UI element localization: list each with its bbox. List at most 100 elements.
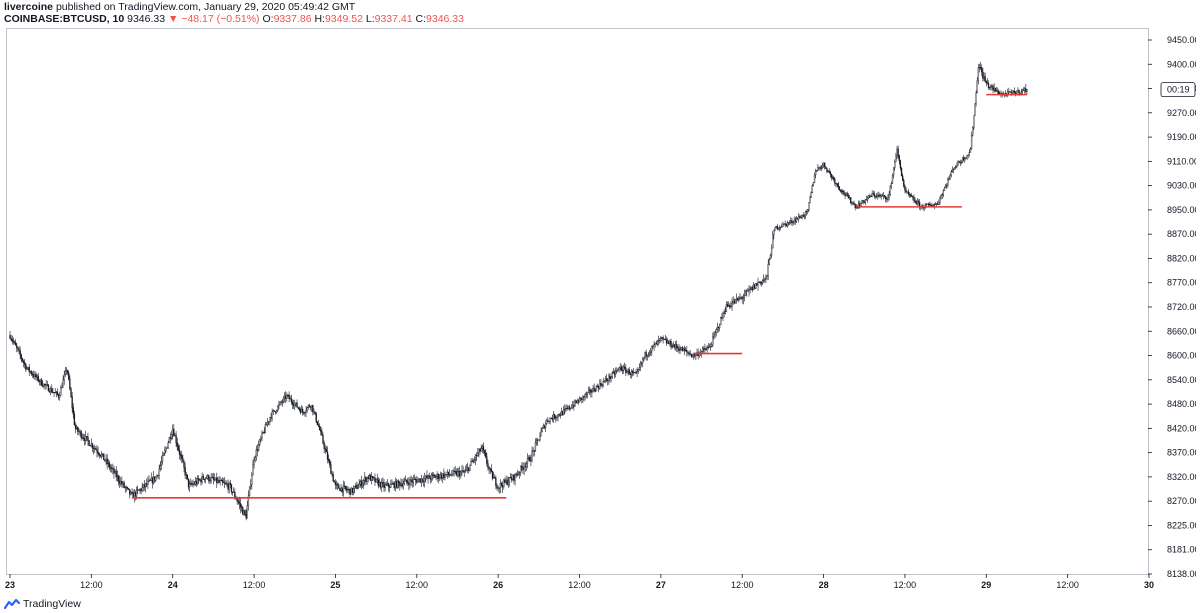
candle [526, 453, 529, 469]
candle [615, 367, 617, 378]
price-chart[interactable]: 8138.00 8181.00 8225.00 8270.00 8320.00 8370.… [4, 28, 1196, 593]
candle [139, 487, 141, 494]
candle [177, 443, 180, 452]
candle [134, 490, 137, 501]
candle [702, 346, 704, 353]
candle [705, 346, 707, 351]
candle [297, 406, 299, 410]
candle [97, 446, 99, 457]
candle [765, 274, 767, 284]
candle [355, 482, 357, 489]
candle [749, 285, 751, 294]
candle [579, 397, 582, 402]
candle [548, 421, 550, 425]
tradingview-brand[interactable]: TradingView [23, 598, 81, 610]
author-name[interactable]: livercoine [4, 1, 54, 13]
candle [1007, 88, 1009, 98]
candle [442, 473, 444, 483]
candle [503, 478, 505, 490]
candle [738, 296, 740, 303]
candle [220, 478, 222, 482]
candle [488, 465, 490, 474]
candle [654, 342, 656, 348]
candle [735, 293, 738, 304]
candle [746, 289, 748, 297]
candle [260, 435, 262, 443]
candle [630, 369, 633, 379]
price-countdown-badge [1160, 82, 1196, 98]
y-tick-label: 8720.00 [1167, 302, 1196, 312]
candle [418, 478, 420, 483]
candle [877, 192, 879, 200]
tradingview-logo-icon[interactable] [4, 598, 20, 610]
candle [468, 466, 470, 474]
candle [976, 77, 978, 94]
candle [943, 186, 946, 192]
candle [863, 200, 865, 204]
candle [438, 474, 441, 482]
candle [663, 338, 665, 340]
candle [784, 220, 786, 228]
candle [64, 366, 67, 377]
candle [733, 298, 735, 305]
candle [281, 399, 283, 407]
candle [77, 426, 79, 436]
candle [89, 444, 91, 447]
candle [106, 453, 108, 470]
candle [439, 471, 442, 480]
candle [74, 422, 77, 434]
candle [205, 475, 208, 479]
candle [28, 363, 30, 376]
candle [585, 391, 587, 399]
candle [956, 162, 958, 169]
candle [779, 226, 782, 231]
chart-area[interactable]: 8138.00 8181.00 8225.00 8270.00 8320.00 8370.… [4, 28, 1196, 593]
candle [1011, 90, 1013, 95]
candle [393, 481, 395, 491]
candle [862, 200, 864, 205]
candle [569, 407, 572, 411]
candle [363, 478, 365, 490]
candle [164, 446, 166, 456]
candle [25, 362, 27, 373]
candle [839, 189, 842, 193]
candle [652, 344, 654, 349]
candle [52, 387, 54, 394]
candle [575, 400, 577, 404]
candle [677, 345, 679, 353]
candle [627, 367, 629, 376]
candle [125, 485, 128, 492]
candle [313, 408, 315, 415]
x-tick-label: 12:00 [406, 580, 429, 590]
candle [605, 374, 608, 383]
candle [838, 186, 841, 192]
candle [937, 201, 939, 205]
candle [913, 194, 915, 204]
candle [225, 479, 227, 486]
candle [737, 297, 739, 302]
candle [289, 395, 291, 400]
candle [837, 181, 839, 190]
candle [542, 423, 544, 429]
candle [811, 184, 813, 194]
candle [553, 413, 556, 420]
candle [222, 478, 225, 484]
candle [655, 340, 657, 345]
candle [463, 469, 465, 478]
candle [219, 476, 221, 486]
candle [215, 477, 217, 481]
candle [815, 168, 817, 179]
candle [256, 444, 259, 457]
candle [712, 332, 714, 348]
candle [825, 166, 827, 169]
candle [175, 431, 177, 448]
candle [47, 383, 50, 392]
candle [941, 193, 943, 200]
candle [295, 402, 297, 408]
y-tick-label: 8138.00 [1167, 569, 1196, 579]
candle [955, 165, 957, 170]
candle [356, 481, 358, 490]
candle [282, 395, 285, 404]
candle [951, 166, 954, 173]
candle [321, 427, 323, 436]
